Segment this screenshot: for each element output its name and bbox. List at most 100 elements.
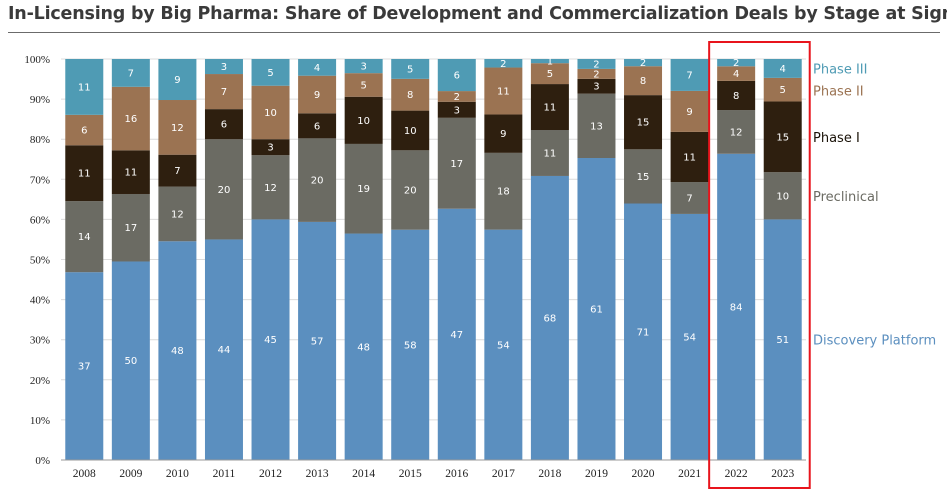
x-tick-label: 2010 xyxy=(166,468,189,480)
data-label-preclinical: 7 xyxy=(686,193,692,204)
bar-segment-discovery-platform xyxy=(437,208,476,460)
bar-segment-phase-i xyxy=(344,96,383,144)
data-label-phase-iii: 4 xyxy=(314,63,320,74)
bar-segment-discovery-platform xyxy=(763,219,802,460)
x-tick-label: 2015 xyxy=(399,468,422,480)
x-tick-label: 2011 xyxy=(213,468,236,480)
y-tick-label: 80% xyxy=(30,134,50,146)
bar-segment-phase-iii xyxy=(763,59,802,78)
bar-2019: 61 13 3 22 xyxy=(577,59,616,461)
data-label-phase-iii: 11 xyxy=(78,82,91,93)
data-label-phase-iii: 7 xyxy=(686,70,692,81)
data-label-preclinical: 15 xyxy=(637,172,650,183)
bar-segment-discovery-platform xyxy=(298,221,337,460)
bar-segment-phase-iii xyxy=(111,59,150,87)
bar-segment-phase-ii xyxy=(624,66,663,96)
legend-label-discovery-platform: Discovery Platform xyxy=(813,334,936,349)
bar-segment-preclinical xyxy=(204,139,243,240)
data-label-phase-i: 3 xyxy=(454,105,460,116)
data-label-phase-iii: 2 xyxy=(593,59,599,70)
bar-segment-discovery-platform xyxy=(158,241,197,460)
data-label-discovery-platform: 48 xyxy=(171,346,184,357)
bar-2010: 48 12 7 12 9 xyxy=(158,59,197,460)
bar-segment-preclinical xyxy=(577,93,616,159)
bar-segment-phase-iii xyxy=(251,59,290,86)
bar-segment-preclinical xyxy=(530,130,569,176)
bar-2018: 68 11 11 51 xyxy=(530,57,569,461)
data-label-phase-ii: 16 xyxy=(124,114,137,125)
data-label-phase-iii: 9 xyxy=(174,75,180,86)
data-label-discovery-platform: 37 xyxy=(78,362,91,373)
data-label-phase-i: 10 xyxy=(357,116,370,127)
bar-segment-phase-ii xyxy=(391,78,430,111)
data-label-discovery-platform: 61 xyxy=(590,305,603,316)
bar-segment-discovery-platform xyxy=(251,219,290,460)
bar-segment-preclinical xyxy=(670,182,709,214)
x-tick-label: 2020 xyxy=(632,468,655,480)
bar-segment-discovery-platform xyxy=(204,239,243,460)
legend-label-preclinical: Preclinical xyxy=(813,190,879,205)
y-tick-label: 30% xyxy=(30,335,50,347)
bar-segment-phase-iii xyxy=(670,59,709,91)
data-label-phase-i: 11 xyxy=(544,103,557,114)
x-tick-label: 2021 xyxy=(678,468,701,480)
data-label-preclinical: 20 xyxy=(404,186,417,197)
bar-2014: 48 19 10 5 3 xyxy=(344,59,383,460)
y-tick-label: 90% xyxy=(30,94,50,106)
data-label-discovery-platform: 48 xyxy=(357,342,370,353)
x-tick-label: 2018 xyxy=(538,468,561,480)
data-label-phase-i: 3 xyxy=(593,82,599,93)
y-tick-label: 60% xyxy=(30,214,50,226)
data-label-phase-ii: 4 xyxy=(733,69,739,80)
x-tick-label: 2013 xyxy=(306,468,329,480)
bar-segment-phase-i xyxy=(577,78,616,94)
y-tick-label: 20% xyxy=(30,375,50,387)
bar-segment-phase-ii xyxy=(298,75,337,114)
data-label-phase-i: 8 xyxy=(733,91,739,102)
data-label-phase-i: 6 xyxy=(221,120,227,131)
bar-segment-discovery-platform xyxy=(344,233,383,460)
data-label-phase-iii: 2 xyxy=(733,58,739,69)
bar-segment-phase-i xyxy=(65,145,104,202)
x-tick-label: 2008 xyxy=(73,468,96,480)
data-label-phase-ii: 5 xyxy=(360,80,366,91)
legend: Discovery Platform Preclinical Phase I Phas… xyxy=(813,62,936,348)
highlight-box-group xyxy=(708,41,811,489)
data-label-phase-iii: 6 xyxy=(454,71,460,82)
bar-segment-phase-i xyxy=(111,150,150,194)
bar-segment-phase-i xyxy=(251,139,290,156)
data-label-preclinical: 20 xyxy=(311,176,324,187)
data-label-phase-ii: 7 xyxy=(221,87,227,98)
bar-segment-preclinical xyxy=(763,172,802,220)
data-label-phase-i: 11 xyxy=(683,152,696,163)
bar-segment-phase-ii xyxy=(111,86,150,151)
bar-segment-phase-i xyxy=(391,110,430,151)
bar-segment-preclinical xyxy=(298,138,337,222)
data-label-phase-ii: 12 xyxy=(171,123,184,134)
bar-segment-preclinical xyxy=(251,155,290,220)
bar-segment-phase-ii xyxy=(437,91,476,102)
data-label-preclinical: 12 xyxy=(730,127,743,138)
data-label-discovery-platform: 57 xyxy=(311,336,324,347)
data-label-phase-ii: 10 xyxy=(264,108,277,119)
data-label-phase-i: 11 xyxy=(124,168,137,179)
data-label-phase-iii: 2 xyxy=(640,58,646,69)
bar-segment-preclinical xyxy=(717,110,756,154)
bar-segment-preclinical xyxy=(391,150,430,230)
y-tick-label: 100% xyxy=(24,54,50,66)
bar-segment-phase-i xyxy=(670,131,709,183)
bar-segment-discovery-platform xyxy=(670,213,709,460)
data-label-discovery-platform: 47 xyxy=(450,330,463,341)
data-label-preclinical: 20 xyxy=(218,185,231,196)
data-label-preclinical: 12 xyxy=(264,183,277,194)
bar-segment-phase-iii xyxy=(298,59,337,76)
bar-segment-phase-iii xyxy=(344,59,383,74)
data-label-discovery-platform: 45 xyxy=(264,335,277,346)
data-label-phase-iii: 2 xyxy=(500,59,506,70)
bar-segment-phase-i xyxy=(437,101,476,118)
bar-segment-phase-ii xyxy=(717,66,756,81)
data-label-phase-ii: 11 xyxy=(497,86,510,97)
bar-segment-discovery-platform xyxy=(530,175,569,461)
title-divider xyxy=(8,32,940,33)
data-label-phase-ii: 9 xyxy=(686,107,692,118)
